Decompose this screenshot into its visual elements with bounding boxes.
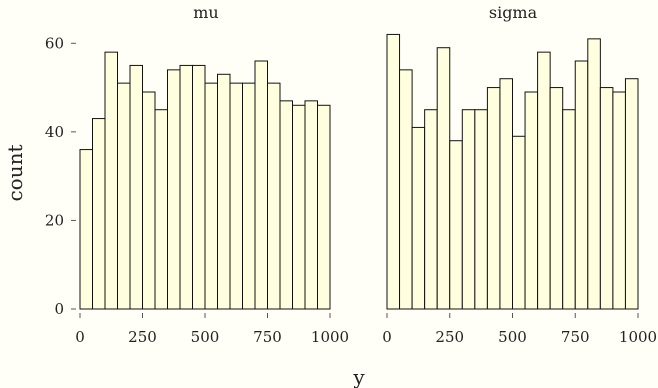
x-axis-label: y	[352, 365, 365, 388]
x-tick-label-mu-1: 250	[128, 328, 157, 346]
histogram-bar-sigma-14	[562, 109, 576, 310]
histogram-bar-sigma-19	[624, 78, 639, 310]
histogram-bar-sigma-5	[449, 140, 463, 310]
x-ticks-sigma: 0 250 500 750 1000	[382, 313, 657, 346]
histogram-bar-sigma-2	[411, 126, 426, 310]
panel-mu: mu 0 250 500 750 1000 0 20 40 60	[45, 3, 349, 346]
y-tick-label-3: 60	[45, 34, 64, 52]
histogram-bar-mu-1	[92, 118, 106, 310]
histogram-bar-sigma-17	[599, 87, 614, 310]
histogram-bar-sigma-6	[461, 109, 476, 310]
y-tick-label-0: 0	[54, 300, 64, 318]
histogram-bar-mu-8	[179, 64, 193, 310]
histogram-bar-mu-9	[192, 64, 206, 310]
histogram-bar-sigma-1	[399, 69, 413, 310]
histogram-bar-sigma-16	[587, 38, 601, 310]
x-tick-label-sigma-0: 0	[382, 328, 392, 346]
x-tick-label-mu-4: 1000	[311, 328, 349, 346]
histogram-bar-sigma-4	[436, 47, 451, 310]
y-tick-label-1: 20	[45, 211, 64, 229]
histogram-bar-sigma-18	[612, 91, 626, 310]
x-tick-label-sigma-1: 250	[435, 328, 464, 346]
histogram-bar-mu-15	[267, 82, 281, 310]
panel-sigma: sigma 0 250 500 750 1000	[382, 3, 657, 346]
histogram-bar-mu-12	[229, 82, 243, 310]
x-tick-label-mu-0: 0	[75, 328, 85, 346]
histogram-bar-mu-5	[142, 91, 156, 310]
histogram-bar-mu-4	[129, 64, 143, 310]
bars-sigma	[386, 33, 639, 310]
y-tick-label-2: 40	[45, 123, 64, 141]
histogram-bar-mu-0	[79, 149, 93, 310]
histogram-bar-mu-3	[117, 82, 131, 310]
histogram-bar-mu-2	[104, 51, 118, 310]
histogram-bar-sigma-0	[386, 33, 401, 310]
y-axis-label: count	[3, 144, 27, 201]
histogram-bar-sigma-9	[499, 78, 514, 310]
histogram-bar-mu-17	[292, 104, 306, 310]
histogram-bar-sigma-12	[537, 51, 551, 310]
x-tick-label-mu-3: 750	[253, 328, 282, 346]
x-tick-label-mu-2: 500	[191, 328, 220, 346]
panel-title-mu: mu	[193, 3, 218, 22]
histogram-bar-sigma-7	[474, 109, 488, 310]
histogram-bar-mu-10	[204, 82, 218, 310]
x-tick-label-sigma-2: 500	[498, 328, 527, 346]
histogram-bar-sigma-11	[524, 91, 539, 310]
x-tick-label-sigma-4: 1000	[619, 328, 657, 346]
histogram-bar-sigma-15	[574, 60, 589, 310]
histogram-bar-mu-14	[254, 60, 268, 310]
x-ticks-mu: 0 250 500 750 1000	[75, 313, 349, 346]
histogram-bar-sigma-10	[512, 135, 526, 310]
histogram-bar-sigma-3	[424, 109, 438, 310]
histogram-bar-mu-6	[154, 109, 168, 310]
histogram-bar-mu-18	[304, 100, 318, 310]
histogram-bar-mu-11	[217, 73, 231, 310]
histogram-bar-sigma-8	[486, 87, 501, 310]
histogram-bar-mu-16	[279, 100, 293, 310]
histogram-bar-mu-7	[167, 69, 181, 310]
bars-mu	[79, 51, 331, 310]
y-ticks: 0 20 40 60	[45, 34, 76, 318]
histogram-bar-mu-13	[242, 82, 256, 310]
histogram-bar-sigma-13	[549, 87, 564, 310]
panel-title-sigma: sigma	[489, 3, 538, 22]
histogram-bar-mu-19	[317, 104, 331, 310]
x-tick-label-sigma-3: 750	[561, 328, 590, 346]
